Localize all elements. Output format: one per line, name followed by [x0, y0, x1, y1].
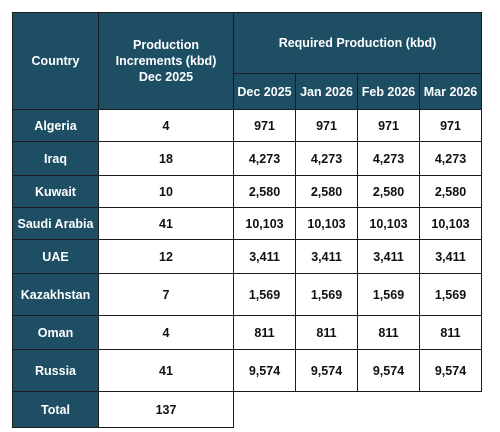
- header-increments-line3: Dec 2025: [138, 70, 194, 84]
- value-cell: 971: [357, 109, 420, 142]
- header-increments-line2: Increments (kbd): [115, 54, 217, 68]
- increment-cell: 10: [98, 175, 234, 208]
- value-cell: 10,103: [418, 207, 483, 240]
- value-cell: 811: [357, 315, 420, 350]
- table-row: Oman 4 811 811 811 811: [12, 315, 483, 350]
- production-table: Country Production Increments (kbd) Dec …: [12, 12, 483, 428]
- value-cell: 2,580: [418, 175, 483, 208]
- increment-cell: 12: [98, 239, 234, 274]
- value-cell: 1,569: [418, 273, 483, 316]
- table-row: Saudi Arabia 41 10,103 10,103 10,103 10,…: [12, 207, 483, 240]
- table-row: Iraq 18 4,273 4,273 4,273 4,273: [12, 141, 483, 176]
- country-cell: Russia: [12, 349, 99, 392]
- value-cell: 971: [295, 109, 358, 142]
- value-cell: 2,580: [233, 175, 296, 208]
- country-cell: UAE: [12, 239, 99, 274]
- increment-cell: 4: [98, 315, 234, 350]
- total-label-cell: Total: [12, 391, 99, 428]
- increment-cell: 18: [98, 141, 234, 176]
- table-row: UAE 12 3,411 3,411 3,411 3,411: [12, 239, 483, 274]
- header-month: Dec 2025: [233, 73, 296, 110]
- country-cell: Iraq: [12, 141, 99, 176]
- value-cell: 9,574: [418, 349, 483, 392]
- value-cell: 2,580: [295, 175, 358, 208]
- empty-area: [233, 391, 482, 428]
- value-cell: 811: [418, 315, 483, 350]
- value-cell: 9,574: [233, 349, 296, 392]
- value-cell: 811: [233, 315, 296, 350]
- value-cell: 10,103: [295, 207, 358, 240]
- value-cell: 4,273: [357, 141, 420, 176]
- value-cell: 3,411: [418, 239, 483, 274]
- table-row: Russia 41 9,574 9,574 9,574 9,574: [12, 349, 483, 392]
- header-production-increments: Production Increments (kbd) Dec 2025: [98, 12, 234, 110]
- header-increments-line1: Production: [133, 38, 199, 52]
- increment-cell: 4: [98, 109, 234, 142]
- header-required-production: Required Production (kbd): [232, 12, 483, 74]
- table-body: Algeria 4 971 971 971 971 Iraq 18 4,273 …: [12, 109, 483, 428]
- value-cell: 4,273: [233, 141, 296, 176]
- country-cell: Kuwait: [12, 175, 99, 208]
- header-month: Feb 2026: [357, 73, 420, 110]
- value-cell: 10,103: [233, 207, 296, 240]
- increment-cell: 41: [98, 349, 234, 392]
- value-cell: 3,411: [295, 239, 358, 274]
- header-month: Mar 2026: [418, 73, 483, 110]
- total-row: Total 137: [12, 391, 482, 428]
- value-cell: 811: [295, 315, 358, 350]
- value-cell: 4,273: [295, 141, 358, 176]
- table-row: Kuwait 10 2,580 2,580 2,580 2,580: [12, 175, 483, 208]
- value-cell: 10,103: [357, 207, 420, 240]
- value-cell: 971: [233, 109, 296, 142]
- header-month: Jan 2026: [295, 73, 358, 110]
- total-increment-cell: 137: [98, 391, 234, 428]
- value-cell: 9,574: [295, 349, 358, 392]
- value-cell: 3,411: [233, 239, 296, 274]
- country-cell: Algeria: [12, 109, 99, 142]
- value-cell: 3,411: [357, 239, 420, 274]
- value-cell: 2,580: [357, 175, 420, 208]
- table-row: Algeria 4 971 971 971 971: [12, 109, 483, 142]
- value-cell: 1,569: [357, 273, 420, 316]
- value-cell: 971: [418, 109, 483, 142]
- value-cell: 1,569: [233, 273, 296, 316]
- country-cell: Kazakhstan: [12, 273, 99, 316]
- increment-cell: 41: [98, 207, 234, 240]
- country-cell: Saudi Arabia: [12, 207, 99, 240]
- country-cell: Oman: [12, 315, 99, 350]
- table-row: Kazakhstan 7 1,569 1,569 1,569 1,569: [12, 273, 483, 316]
- header-country: Country: [12, 12, 99, 110]
- value-cell: 1,569: [295, 273, 358, 316]
- value-cell: 9,574: [357, 349, 420, 392]
- increment-cell: 7: [98, 273, 234, 316]
- value-cell: 4,273: [418, 141, 483, 176]
